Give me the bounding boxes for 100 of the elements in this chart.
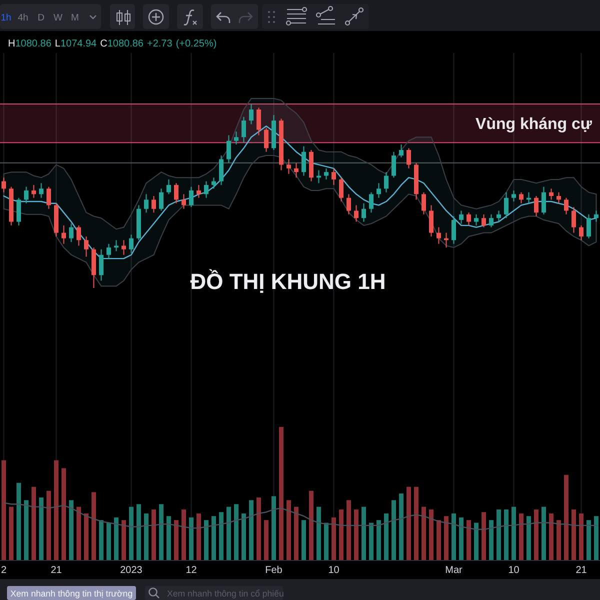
bar <box>556 520 561 560</box>
candlestick <box>376 182 381 198</box>
bar <box>256 497 261 560</box>
candlestick <box>594 210 598 222</box>
candlestick <box>84 236 88 258</box>
x-tick-label: 21 <box>576 565 588 576</box>
candlestick <box>242 116 246 144</box>
bar <box>182 509 186 560</box>
bar <box>339 509 344 560</box>
candlestick <box>542 186 546 215</box>
candlestick <box>556 192 561 204</box>
candlestick <box>106 243 111 260</box>
candlestick <box>196 184 201 198</box>
candlestick <box>24 186 28 204</box>
candlestick <box>392 151 396 178</box>
candlestick <box>422 192 426 215</box>
text: M <box>71 12 80 24</box>
candlestick <box>182 194 186 210</box>
bar <box>346 500 351 560</box>
bar <box>122 520 126 560</box>
bar <box>489 520 494 560</box>
bar <box>429 509 434 560</box>
bar <box>436 520 441 560</box>
bar <box>226 506 231 560</box>
bar <box>84 513 88 560</box>
candlestick <box>332 168 336 186</box>
candlestick <box>579 224 584 241</box>
candlestick <box>234 131 238 145</box>
bar <box>376 520 381 560</box>
bar <box>16 482 21 560</box>
bar <box>39 497 44 560</box>
candlestick <box>99 248 104 282</box>
candlestick <box>339 177 344 202</box>
bar <box>136 504 141 560</box>
candlestick <box>16 197 21 226</box>
x-tick-label: 2023 <box>120 565 143 576</box>
candlestick <box>212 177 216 190</box>
bar <box>482 512 486 560</box>
candlestick <box>294 162 298 178</box>
bar <box>519 513 524 560</box>
candlestick <box>572 206 576 234</box>
bar <box>579 513 584 560</box>
text: 4h <box>18 12 28 24</box>
bar <box>526 516 531 560</box>
bar <box>24 500 28 560</box>
candlestick <box>204 180 208 198</box>
candlestick <box>122 240 126 256</box>
bar <box>302 520 306 560</box>
candlestick <box>114 240 118 252</box>
bar <box>422 506 426 560</box>
candlestick <box>129 234 134 254</box>
bar <box>459 517 464 560</box>
x-tick-label: 10 <box>328 565 340 576</box>
candlestick <box>362 202 366 222</box>
bar <box>129 506 134 560</box>
candlestick <box>249 104 254 125</box>
bar <box>496 509 501 560</box>
bar <box>62 468 66 560</box>
bar <box>564 474 568 560</box>
candlestick <box>512 190 516 202</box>
bar <box>92 492 96 560</box>
bar <box>279 427 284 560</box>
candlestick <box>496 210 501 222</box>
bar <box>32 486 36 560</box>
bar <box>294 506 298 560</box>
text: Xem nhanh thông tin thị trường <box>10 588 133 598</box>
candlestick <box>346 194 351 215</box>
candlestick <box>159 188 164 212</box>
bar <box>189 517 194 560</box>
text: ĐỒ THỊ KHUNG 1H <box>190 269 386 294</box>
candlestick <box>286 158 291 174</box>
candlestick <box>46 186 51 210</box>
bar <box>324 522 328 560</box>
bar <box>46 490 51 560</box>
bar <box>354 509 358 560</box>
candlestick <box>369 192 374 214</box>
band-label: Vùng kháng cự <box>476 116 592 133</box>
bar <box>414 486 418 560</box>
bar <box>174 520 178 560</box>
candlestick <box>459 210 464 224</box>
candlestick <box>399 144 404 158</box>
candlestick <box>62 224 66 244</box>
candlestick <box>406 148 411 169</box>
bar <box>504 509 508 560</box>
candlestick <box>166 178 171 195</box>
bar <box>332 517 336 560</box>
candlestick <box>264 127 268 152</box>
candlestick <box>226 134 231 164</box>
candlestick <box>564 197 568 215</box>
candlestick <box>586 214 591 239</box>
text: D <box>38 12 45 24</box>
bar <box>286 500 291 560</box>
bar <box>196 513 201 560</box>
candlestick <box>452 216 456 244</box>
candlestick <box>519 192 524 204</box>
bar <box>152 509 156 560</box>
bar <box>76 506 81 560</box>
candlestick <box>144 194 148 214</box>
bar <box>249 500 254 560</box>
candlestick <box>219 155 224 186</box>
